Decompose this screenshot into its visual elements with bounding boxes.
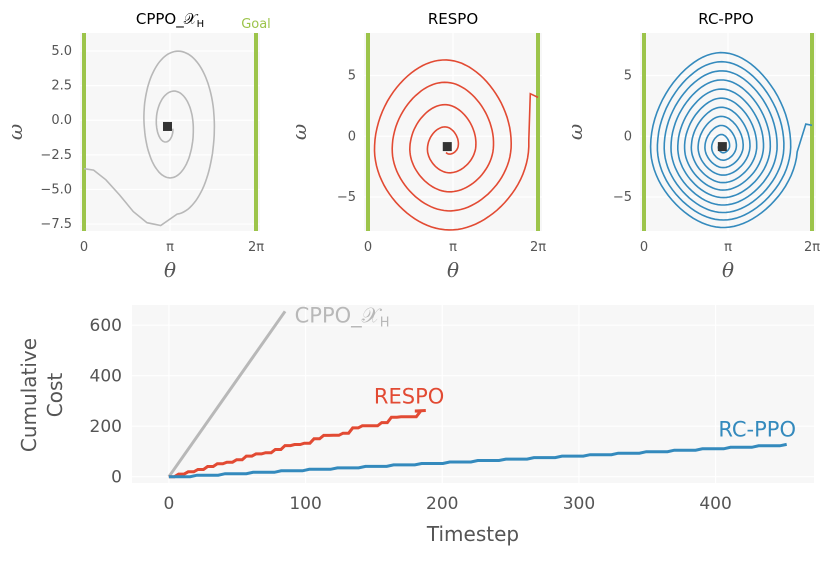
trajectory-line (373, 59, 539, 231)
series-label: RC-PPO (718, 417, 796, 441)
y-tick-label: 0 (624, 129, 632, 144)
x-tick-label: 300 (563, 494, 595, 514)
y-tick-label: −5.0 (40, 182, 72, 197)
y-tick-label: −7.5 (40, 217, 72, 232)
y-tick-label: −5 (613, 190, 632, 205)
panel-cumulative-cost: Cumulative Cost Timestep 0 200 400 600 0 100 2… (17, 304, 814, 546)
series-line-rcppo (168, 442, 787, 479)
x-tick-label: 2π (248, 240, 264, 255)
series-label: RESPO (374, 384, 444, 408)
end-marker (717, 142, 727, 152)
x-axis-label: Timestep (426, 522, 519, 546)
panel-rcppo: RC-PPO 5 0 −5 0 π 2π θ ω (563, 10, 820, 282)
y-tick-label: 5 (624, 69, 632, 84)
series-line-cppo (167, 310, 287, 478)
x-tick-label: 200 (426, 494, 458, 514)
panel-cppo: CPPO_𝒳H Goal 5.0 2.5 0.0 −2.5 −5.0 −7.5 0 π 2π θ ω (3, 10, 271, 282)
panel-respo: RESPO 5 0 −5 0 π 2π θ ω (287, 10, 546, 282)
y-tick-label: 600 (90, 316, 122, 336)
y-tick-label: −2.5 (40, 148, 72, 163)
y-tick-label: 5 (348, 69, 356, 84)
panel-title-rcppo: RC-PPO (698, 10, 753, 28)
series-label: CPPO_𝒳H (295, 304, 390, 331)
x-axis-label: θ (447, 258, 459, 282)
x-tick-label: 0 (163, 494, 174, 514)
trajectory-line (649, 51, 813, 229)
y-axis-label-line1: Cumulative (17, 338, 41, 452)
x-axis-label: θ (722, 258, 734, 282)
y-axis-label: ω (563, 124, 587, 140)
series-line-respo (168, 409, 426, 479)
x-tick-label: 0 (80, 240, 88, 255)
end-marker (162, 121, 172, 131)
y-tick-label: 2.5 (51, 79, 72, 94)
y-tick-label: −5 (337, 190, 356, 205)
x-tick-label: 100 (289, 494, 321, 514)
y-axis-label: ω (287, 124, 311, 140)
y-axis-label-line2: Cost (43, 373, 67, 418)
panel-title-respo: RESPO (428, 10, 478, 28)
x-tick-label: π (166, 240, 174, 255)
panel-title-cppo: CPPO_𝒳H (136, 10, 204, 30)
y-axis-label: ω (3, 124, 27, 140)
x-tick-label: 0 (640, 240, 648, 255)
goal-label: Goal (241, 17, 271, 32)
trajectory-line (83, 50, 216, 227)
x-tick-label: π (449, 240, 457, 255)
y-tick-label: 0.0 (51, 113, 72, 128)
x-tick-label: 400 (699, 494, 731, 514)
end-marker (442, 142, 452, 152)
x-tick-label: 0 (364, 240, 372, 255)
x-tick-label: π (724, 240, 732, 255)
y-tick-label: 5.0 (51, 44, 72, 59)
y-tick-label: 0 (348, 129, 356, 144)
y-tick-label: 400 (90, 367, 122, 387)
x-tick-label: 2π (804, 240, 820, 255)
x-axis-label: θ (164, 258, 176, 282)
plot-background (132, 305, 814, 483)
y-tick-label: 200 (90, 417, 122, 437)
x-tick-label: 2π (530, 240, 546, 255)
y-tick-label: 0 (111, 468, 122, 488)
